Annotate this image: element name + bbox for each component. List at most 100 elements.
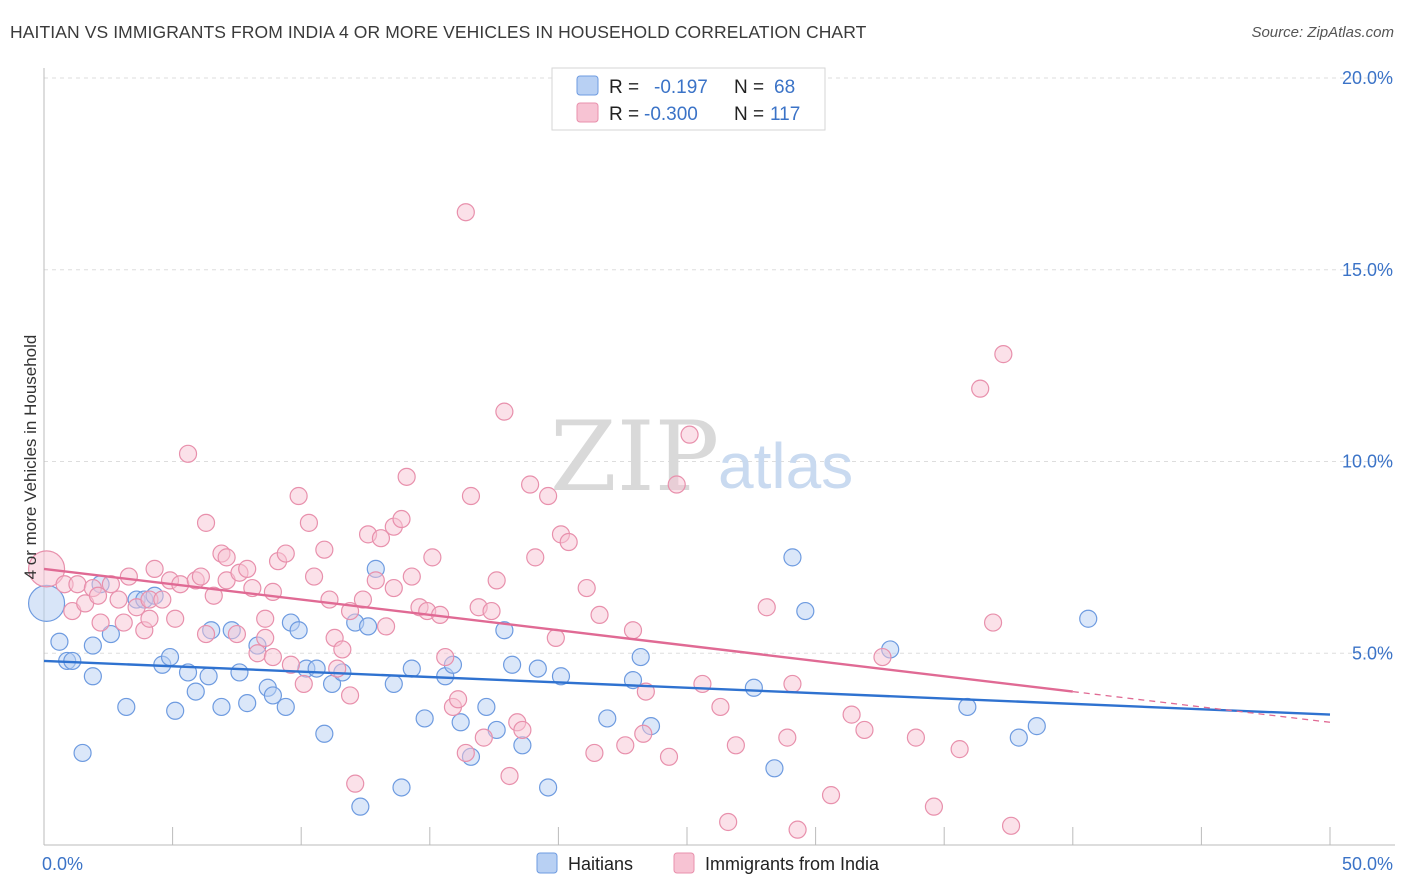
india-point: [423, 548, 442, 567]
india-point: [153, 590, 172, 609]
india-point: [950, 740, 969, 759]
haitian-point: [513, 736, 532, 755]
india-point: [659, 747, 679, 766]
india-point: [461, 486, 481, 506]
india-point: [495, 402, 514, 421]
haitian-point: [238, 694, 257, 713]
india-point: [114, 613, 133, 632]
haitian-point: [212, 697, 231, 717]
haitian-point: [199, 667, 218, 686]
haitian-point: [1027, 717, 1046, 736]
india-point: [726, 736, 745, 755]
india-point: [623, 621, 643, 640]
haitian-point: [276, 697, 295, 717]
india-point: [487, 571, 506, 590]
india-point: [983, 613, 1003, 632]
india-point: [346, 774, 365, 793]
india-point: [616, 736, 635, 755]
india-point: [91, 613, 110, 632]
india-point: [482, 601, 501, 621]
india-point: [289, 486, 308, 506]
india-point: [281, 655, 301, 674]
y-tick-label: 20.0%: [1342, 68, 1393, 88]
haitian-point: [384, 674, 403, 694]
bottom-legend-swatch-india: [673, 852, 695, 874]
bottom-legend-swatch-haitians: [536, 852, 558, 874]
haitians-points: [27, 548, 1098, 816]
india-point: [783, 674, 802, 694]
watermark-zip: ZIP: [550, 401, 719, 513]
trend-lines: [43, 567, 1331, 723]
india-point: [376, 617, 396, 636]
india-point: [299, 513, 319, 532]
india-point: [196, 624, 216, 644]
india-point: [196, 513, 216, 532]
haitian-point: [50, 632, 69, 651]
chart-source: Source: ZipAtlas.com: [1251, 24, 1394, 41]
india-point: [719, 812, 738, 832]
india-point: [436, 647, 455, 667]
haitian-point: [551, 667, 571, 686]
india-point: [263, 647, 283, 667]
india-trend-extension: [1072, 690, 1331, 723]
india-point: [397, 467, 416, 486]
india-point: [778, 728, 797, 747]
india-point: [333, 640, 352, 659]
haitians-trend-line: [43, 659, 1331, 716]
haitian-point: [73, 743, 92, 763]
haitian-point: [315, 724, 334, 743]
india-point: [109, 590, 128, 609]
haitian-point: [539, 778, 558, 797]
haitian-point: [1079, 609, 1098, 628]
haitian-point: [958, 697, 977, 717]
haitian-point: [631, 647, 650, 667]
india-point: [971, 379, 990, 398]
legend-r-value-2: -0.300: [644, 104, 698, 125]
india-point: [577, 578, 596, 598]
india-point: [256, 628, 275, 648]
india-point: [366, 571, 385, 590]
india-point: [384, 578, 403, 598]
india-point: [204, 586, 223, 605]
y-tick-label: 15.0%: [1342, 260, 1393, 280]
india-point: [546, 628, 565, 648]
x-tick-label-min: 0.0%: [42, 854, 83, 874]
india-point: [924, 797, 944, 816]
india-point: [448, 690, 468, 709]
haitian-point: [289, 621, 308, 640]
india-point: [994, 345, 1013, 364]
haitian-point: [765, 759, 784, 778]
india-point: [238, 559, 257, 578]
india-point: [340, 686, 360, 705]
india-point: [392, 509, 411, 529]
haitian-point: [230, 663, 249, 682]
legend-swatch-india: [576, 102, 599, 123]
legend-n-value-2: 117: [770, 104, 800, 125]
y-tick-label: 10.0%: [1342, 452, 1393, 472]
india-point: [140, 609, 159, 628]
haitian-point: [101, 624, 120, 644]
haitian-point: [83, 636, 102, 655]
haitian-point: [796, 601, 815, 621]
india-point: [456, 743, 475, 763]
india-point: [276, 544, 295, 563]
legend-r-value-1: -0.197: [654, 77, 708, 98]
haitian-point: [528, 659, 547, 678]
india-point: [217, 548, 236, 567]
haitian-point: [307, 659, 326, 678]
india-point: [757, 598, 776, 617]
india-point: [855, 720, 874, 740]
india-point: [521, 475, 540, 494]
india-point: [88, 586, 108, 605]
x-tick-label-max: 50.0%: [1342, 854, 1393, 874]
haitian-point: [263, 686, 283, 705]
india-point: [227, 624, 246, 644]
haitian-point: [783, 548, 802, 567]
haitian-point: [392, 778, 411, 797]
haitian-point: [744, 678, 763, 697]
watermark: ZIP atlas: [550, 401, 853, 513]
bottom-legend-india: Immigrants from India: [705, 854, 880, 874]
haitian-point: [503, 655, 522, 674]
legend-n-label-2: N =: [734, 104, 764, 125]
